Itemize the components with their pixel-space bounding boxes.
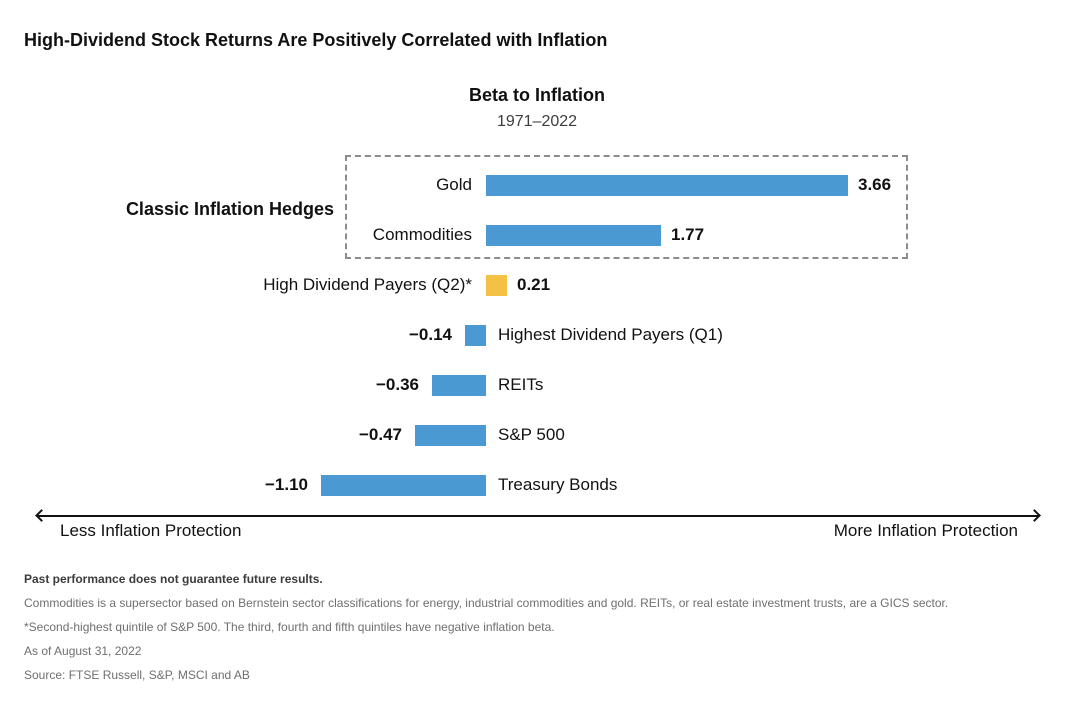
row-right-treasury-bonds: Treasury Bonds <box>486 475 1074 495</box>
row-right-s-p-500: S&P 500 <box>486 425 1074 445</box>
bar-rows: Gold 3.66 Commodities 1.77 High Dividend Pay… <box>0 160 1074 510</box>
value-label-high-dividend-payers-q2: 0.21 <box>517 275 551 294</box>
row-left-commodities: Commodities <box>0 225 486 245</box>
row-right-gold: 3.66 <box>486 174 1074 196</box>
value-label-highest-dividend-payers-q1: −0.14 <box>408 325 452 344</box>
category-label-high-dividend-payers-q2: High Dividend Payers (Q2)* <box>263 275 472 294</box>
chart-row-s-p-500: −0.47 S&P 500 <box>0 410 1074 460</box>
value-label-commodities: 1.77 <box>671 225 705 244</box>
value-label-s-p-500: −0.47 <box>358 425 402 444</box>
chart-header: Beta to Inflation 1971–2022 <box>0 85 1074 131</box>
row-right-high-dividend-payers-q2: 0.21 <box>486 274 1074 296</box>
bar-gold <box>486 174 848 196</box>
category-label-treasury-bonds: Treasury Bonds <box>498 475 618 494</box>
chart-row-treasury-bonds: −1.10 Treasury Bonds <box>0 460 1074 510</box>
chart-row-highest-dividend-payers-q1: −0.14 Highest Dividend Payers (Q1) <box>0 310 1074 360</box>
category-label-commodities: Commodities <box>372 225 472 244</box>
value-label-reits: −0.36 <box>375 375 419 394</box>
footnote-quintile: *Second-highest quintile of S&P 500. The… <box>24 620 555 634</box>
bar-high-dividend-payers-q2 <box>486 274 507 296</box>
arrow-right-icon <box>1028 509 1041 522</box>
row-left-gold: Gold <box>0 175 486 195</box>
category-label-reits: REITs <box>498 375 544 394</box>
row-left-highest-dividend-payers-q1: −0.14 <box>0 324 486 346</box>
inflation-protection-axis <box>35 509 1041 522</box>
row-right-highest-dividend-payers-q1: Highest Dividend Payers (Q1) <box>486 325 1074 345</box>
category-label-highest-dividend-payers-q1: Highest Dividend Payers (Q1) <box>498 325 723 344</box>
bar-treasury-bonds <box>321 474 486 496</box>
axis-labels: Less Inflation Protection More Inflation… <box>0 521 1074 541</box>
chart-title: Beta to Inflation <box>469 85 605 105</box>
category-label-s-p-500: S&P 500 <box>498 425 565 444</box>
footnote-commodities: Commodities is a supersector based on Be… <box>24 596 949 610</box>
bar-commodities <box>486 224 661 246</box>
chart-row-reits: −0.36 REITs <box>0 360 1074 410</box>
row-left-s-p-500: −0.47 <box>0 424 486 446</box>
chart-row-high-dividend-payers-q2: High Dividend Payers (Q2)* 0.21 <box>0 260 1074 310</box>
classic-hedges-label: Classic Inflation Hedges <box>125 199 334 219</box>
footnote-as-of: As of August 31, 2022 <box>24 644 142 658</box>
row-right-commodities: 1.77 <box>486 224 1074 246</box>
row-left-reits: −0.36 <box>0 374 486 396</box>
row-left-treasury-bonds: −1.10 <box>0 474 486 496</box>
chart-area: Classic Inflation Hedges Gold 3.66 Commodi… <box>0 155 1074 510</box>
row-right-reits: REITs <box>486 375 1074 395</box>
value-label-gold: 3.66 <box>858 175 892 194</box>
footnotes: Past performance does not guarantee futu… <box>24 572 1050 692</box>
value-label-treasury-bonds: −1.10 <box>264 475 308 494</box>
row-left-high-dividend-payers-q2: High Dividend Payers (Q2)* <box>0 275 486 295</box>
axis-label-more-protection: More Inflation Protection <box>833 521 1018 540</box>
bar-highest-dividend-payers-q1 <box>465 324 486 346</box>
bar-reits <box>432 374 486 396</box>
footnote-disclaimer: Past performance does not guarantee futu… <box>24 572 323 586</box>
category-label-gold: Gold <box>436 175 472 194</box>
axis-label-less-protection: Less Inflation Protection <box>60 521 242 540</box>
chart-subtitle: 1971–2022 <box>496 113 578 130</box>
chart-row-commodities: Commodities 1.77 <box>0 210 1074 260</box>
page-title: High-Dividend Stock Returns Are Positive… <box>24 30 608 50</box>
bar-s-p-500 <box>415 424 486 446</box>
arrow-left-icon <box>35 509 48 522</box>
chart-row-gold: Gold 3.66 <box>0 160 1074 210</box>
footnote-source: Source: FTSE Russell, S&P, MSCI and AB <box>24 668 250 682</box>
